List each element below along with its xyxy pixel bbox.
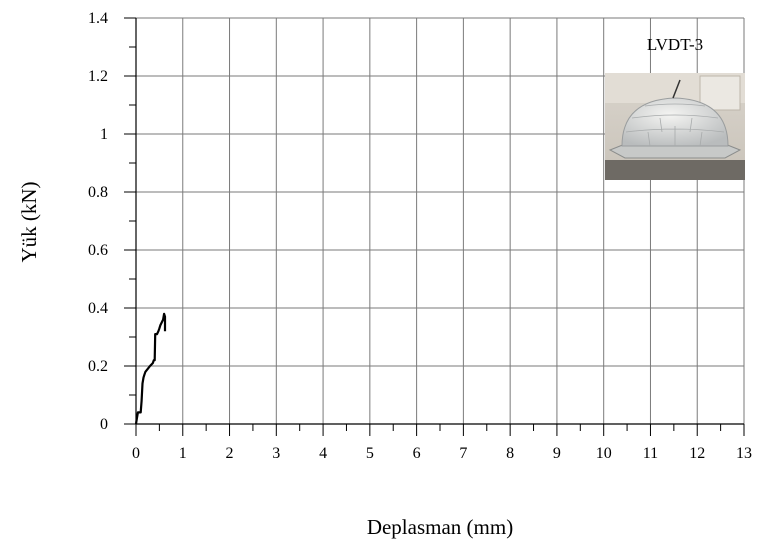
x-tick-label: 4 xyxy=(319,445,327,462)
y-tick-label: 0.2 xyxy=(88,358,108,375)
x-tick-label: 0 xyxy=(132,445,140,462)
series xyxy=(134,312,167,425)
x-tick-label: 1 xyxy=(179,445,187,462)
y-axis-title: Yük (kN) xyxy=(17,181,41,262)
y-tick-label: 1 xyxy=(100,126,108,143)
x-tick-label: 12 xyxy=(689,445,705,462)
x-axis-title: Deplasman (mm) xyxy=(367,515,513,539)
inset-photo: LVDT-3 xyxy=(605,35,745,180)
inset-photo-load-cable xyxy=(672,79,681,99)
x-tick-label: 8 xyxy=(506,445,514,462)
x-tick-label: 7 xyxy=(459,445,467,462)
x-tick-label: 2 xyxy=(226,445,234,462)
y-tick-label: 0 xyxy=(100,416,108,433)
x-tick-label: 10 xyxy=(596,445,612,462)
y-tick-label: 1.4 xyxy=(88,10,108,27)
x-tick-label: 9 xyxy=(553,445,561,462)
y-tick-label: 0.8 xyxy=(88,184,108,201)
axis-ticks xyxy=(124,17,745,436)
inset-photo-dome-joints xyxy=(625,103,725,147)
inset-label: LVDT-3 xyxy=(647,35,703,54)
y-tick-label: 0.6 xyxy=(88,242,108,259)
x-tick-label: 5 xyxy=(366,445,374,462)
x-tick-label: 11 xyxy=(643,445,658,462)
inset-photo-floor xyxy=(605,160,745,180)
x-tick-label: 6 xyxy=(413,445,421,462)
series-line xyxy=(134,312,167,425)
inset-photo-window xyxy=(699,75,741,111)
y-tick-label: 1.2 xyxy=(88,68,108,85)
x-tick-label: 3 xyxy=(272,445,280,462)
y-tick-label: 0.4 xyxy=(88,300,108,317)
x-tick-label: 13 xyxy=(736,445,752,462)
